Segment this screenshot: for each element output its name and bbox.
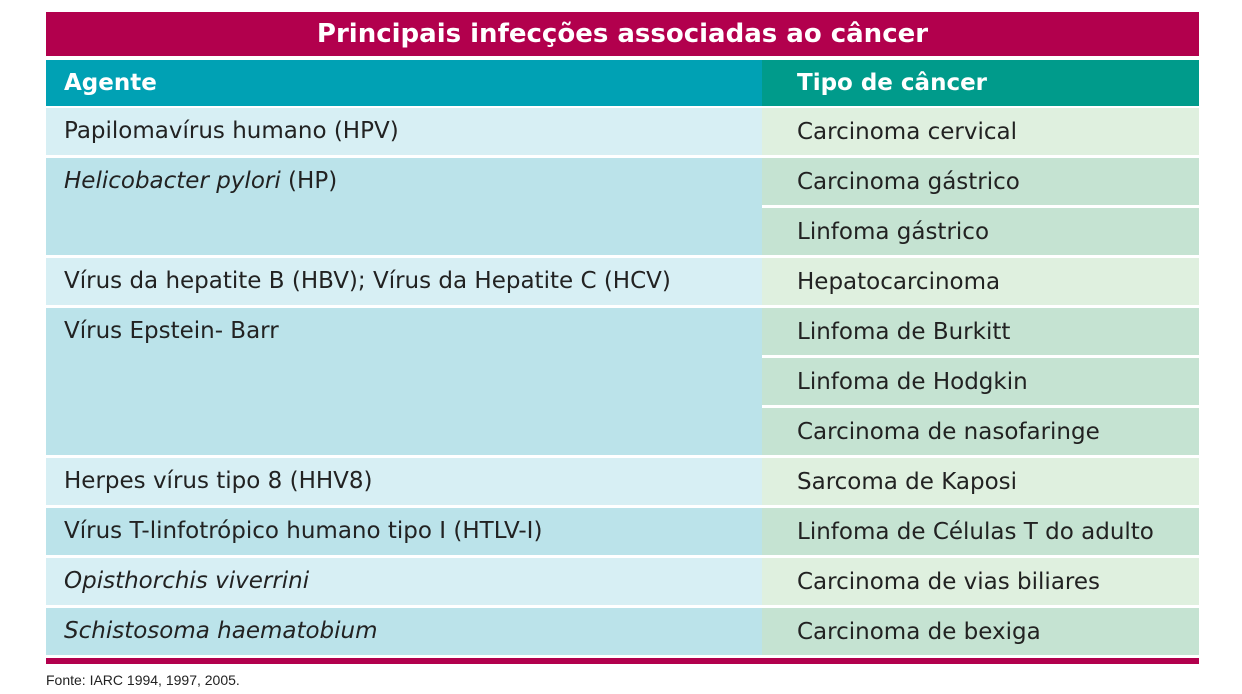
table-title: Principais infecções associadas ao cânce…: [46, 12, 1199, 56]
agent-cell: Herpes vírus tipo 8 (HHV8): [46, 458, 762, 505]
cancer-cell: Carcinoma de nasofaringe: [762, 408, 1199, 455]
table-header-row: Agente Tipo de câncer: [46, 60, 1199, 106]
cancer-cell: Hepatocarcinoma: [762, 258, 1199, 305]
cancer-cell: Carcinoma gástrico: [762, 158, 1199, 205]
cancer-cell: Carcinoma de vias biliares: [762, 558, 1199, 605]
table-row: Vírus T-linfotrópico humano tipo I (HTLV…: [46, 508, 1199, 555]
agent-cell: Schistosoma haematobium: [46, 608, 762, 655]
cancer-cell: Sarcoma de Kaposi: [762, 458, 1199, 505]
cancer-cell: Linfoma gástrico: [762, 208, 1199, 255]
table-row: Papilomavírus humano (HPV) Carcinoma cer…: [46, 108, 1199, 155]
infection-table: Papilomavírus humano (HPV) Carcinoma cer…: [46, 108, 1199, 658]
table-row: Vírus da hepatite B (HBV); Vírus da Hepa…: [46, 258, 1199, 305]
agent-cell: Opisthorchis viverrini: [46, 558, 762, 605]
agent-cell: Vírus T-linfotrópico humano tipo I (HTLV…: [46, 508, 762, 555]
agent-cell: Vírus da hepatite B (HBV); Vírus da Hepa…: [46, 258, 762, 305]
agent-cell: Papilomavírus humano (HPV): [46, 108, 762, 155]
table-row: Schistosoma haematobium Carcinoma de bex…: [46, 608, 1199, 655]
cancer-cell: Carcinoma de bexiga: [762, 608, 1199, 655]
table-row: Herpes vírus tipo 8 (HHV8) Sarcoma de Ka…: [46, 458, 1199, 505]
agent-cell: Helicobacter pylori (HP): [46, 158, 762, 255]
table-row: Helicobacter pylori (HP) Carcinoma gástr…: [46, 158, 1199, 255]
source-note: Fonte: IARC 1994, 1997, 2005.: [46, 672, 240, 688]
cancer-cell: Linfoma de Células T do adulto: [762, 508, 1199, 555]
cancer-cell: Linfoma de Burkitt: [762, 308, 1199, 355]
cancer-cell: Linfoma de Hodgkin: [762, 358, 1199, 405]
header-agent: Agente: [46, 60, 762, 106]
bottom-rule: [46, 658, 1199, 664]
table-row: Opisthorchis viverrini Carcinoma de vias…: [46, 558, 1199, 605]
header-cancer-type: Tipo de câncer: [762, 60, 1199, 106]
table-row: Vírus Epstein- Barr Linfoma de Burkitt L…: [46, 308, 1199, 455]
cancer-cell: Carcinoma cervical: [762, 108, 1199, 155]
agent-cell: Vírus Epstein- Barr: [46, 308, 762, 455]
